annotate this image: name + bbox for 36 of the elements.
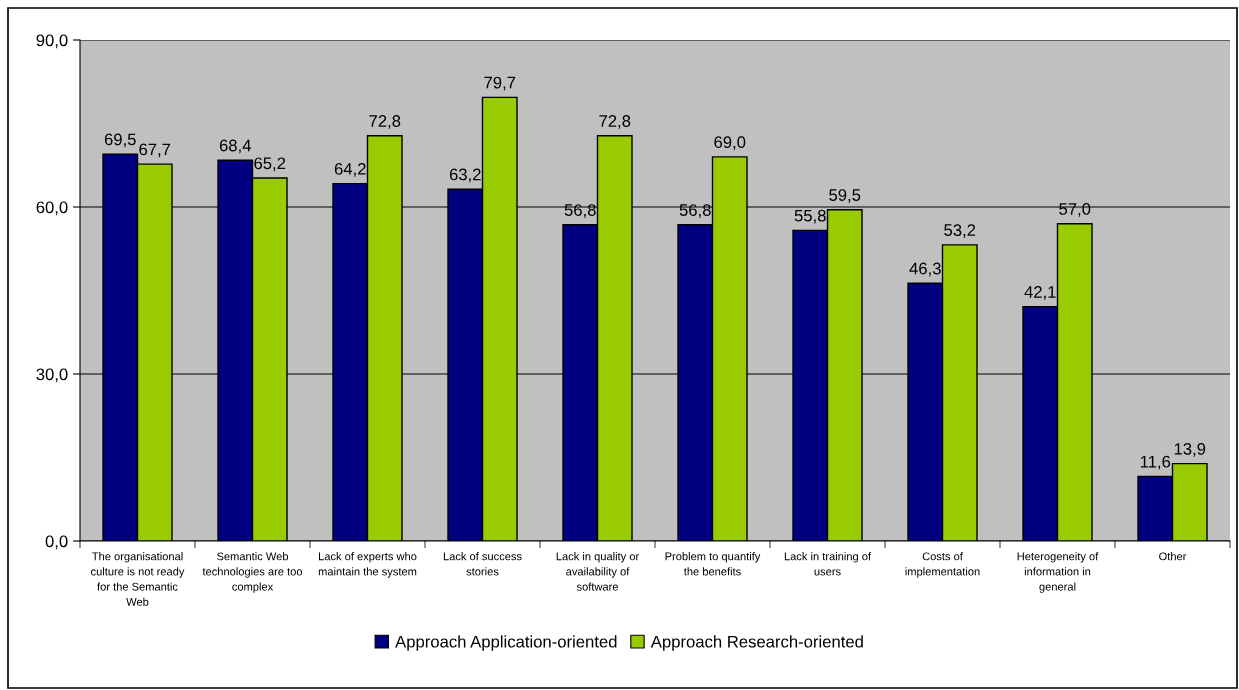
- y-tick-label: 30,0: [36, 368, 68, 383]
- data-label: 46,3: [909, 262, 941, 277]
- data-label: 72,8: [599, 115, 631, 129]
- x-tick-label: Lack in quality or availability of software: [556, 552, 640, 591]
- data-label: 69,0: [714, 136, 746, 151]
- y-tick-label: 90,0: [36, 34, 68, 49]
- legend-label: Approach Research-oriented: [650, 635, 863, 651]
- x-tick-label: Lack of experts who maintain the system: [318, 552, 417, 578]
- data-label: 55,8: [794, 209, 826, 224]
- data-label: 72,8: [369, 115, 401, 129]
- data-label: 56,8: [564, 204, 596, 218]
- data-label: 68,4: [219, 139, 251, 154]
- data-label: 65,2: [254, 157, 286, 172]
- x-tick-label: Costs of implementation: [905, 552, 980, 578]
- data-label: 67,7: [139, 143, 171, 158]
- x-tick-label: Problem to quantify the benefits: [665, 552, 761, 576]
- x-tick-label: Heterogeneity of information in general: [1017, 552, 1099, 593]
- data-label: 79,7: [484, 76, 516, 91]
- data-label: 56,8: [679, 204, 711, 218]
- data-label: 42,1: [1024, 285, 1056, 300]
- data-label: 64,2: [334, 162, 366, 177]
- data-label: 11,6: [1140, 455, 1171, 470]
- data-label: 57,0: [1059, 203, 1091, 217]
- data-label: 53,2: [944, 224, 976, 238]
- x-tick-label: Lack in training of users: [784, 552, 872, 576]
- y-tick-label: 60,0: [36, 201, 68, 216]
- x-tick-label: The organisational culture is not ready for the Semantic Web: [91, 552, 185, 606]
- x-tick-label: Other: [1159, 552, 1187, 561]
- data-label: 63,2: [449, 168, 481, 183]
- y-tick-label: 0,0: [45, 535, 68, 550]
- data-label: 59,5: [829, 189, 861, 203]
- x-tick-label: Lack of success stories: [443, 552, 522, 576]
- data-label: 13,9: [1174, 442, 1206, 457]
- legend-label: Approach Application-oriented: [395, 635, 617, 651]
- x-tick-label: Semantic Web technologies are too complex: [202, 552, 303, 593]
- data-label: 69,5: [104, 133, 136, 148]
